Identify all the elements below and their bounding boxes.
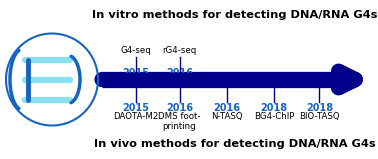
Text: 2015: 2015 xyxy=(122,68,150,77)
Text: BIO-TASQ: BIO-TASQ xyxy=(299,112,340,121)
Text: 2018: 2018 xyxy=(260,103,288,113)
Text: BG4-ChIP: BG4-ChIP xyxy=(254,112,294,121)
Text: In vivo methods for detecting DNA/RNA G4s: In vivo methods for detecting DNA/RNA G4… xyxy=(93,139,375,149)
Text: In vitro methods for detecting DNA/RNA G4s: In vitro methods for detecting DNA/RNA G… xyxy=(92,10,377,20)
Text: 2016: 2016 xyxy=(166,103,193,113)
Text: DAOTA-M2: DAOTA-M2 xyxy=(113,112,159,121)
Text: 2016: 2016 xyxy=(166,68,193,77)
Text: N-TASQ: N-TASQ xyxy=(211,112,243,121)
Text: 2015: 2015 xyxy=(122,103,150,113)
Text: 2016: 2016 xyxy=(213,103,240,113)
Text: 2018: 2018 xyxy=(306,103,333,113)
Text: DMS foot-
printing: DMS foot- printing xyxy=(158,112,201,131)
Text: rG4-seq: rG4-seq xyxy=(163,46,197,55)
Text: G4-seq: G4-seq xyxy=(121,46,152,55)
